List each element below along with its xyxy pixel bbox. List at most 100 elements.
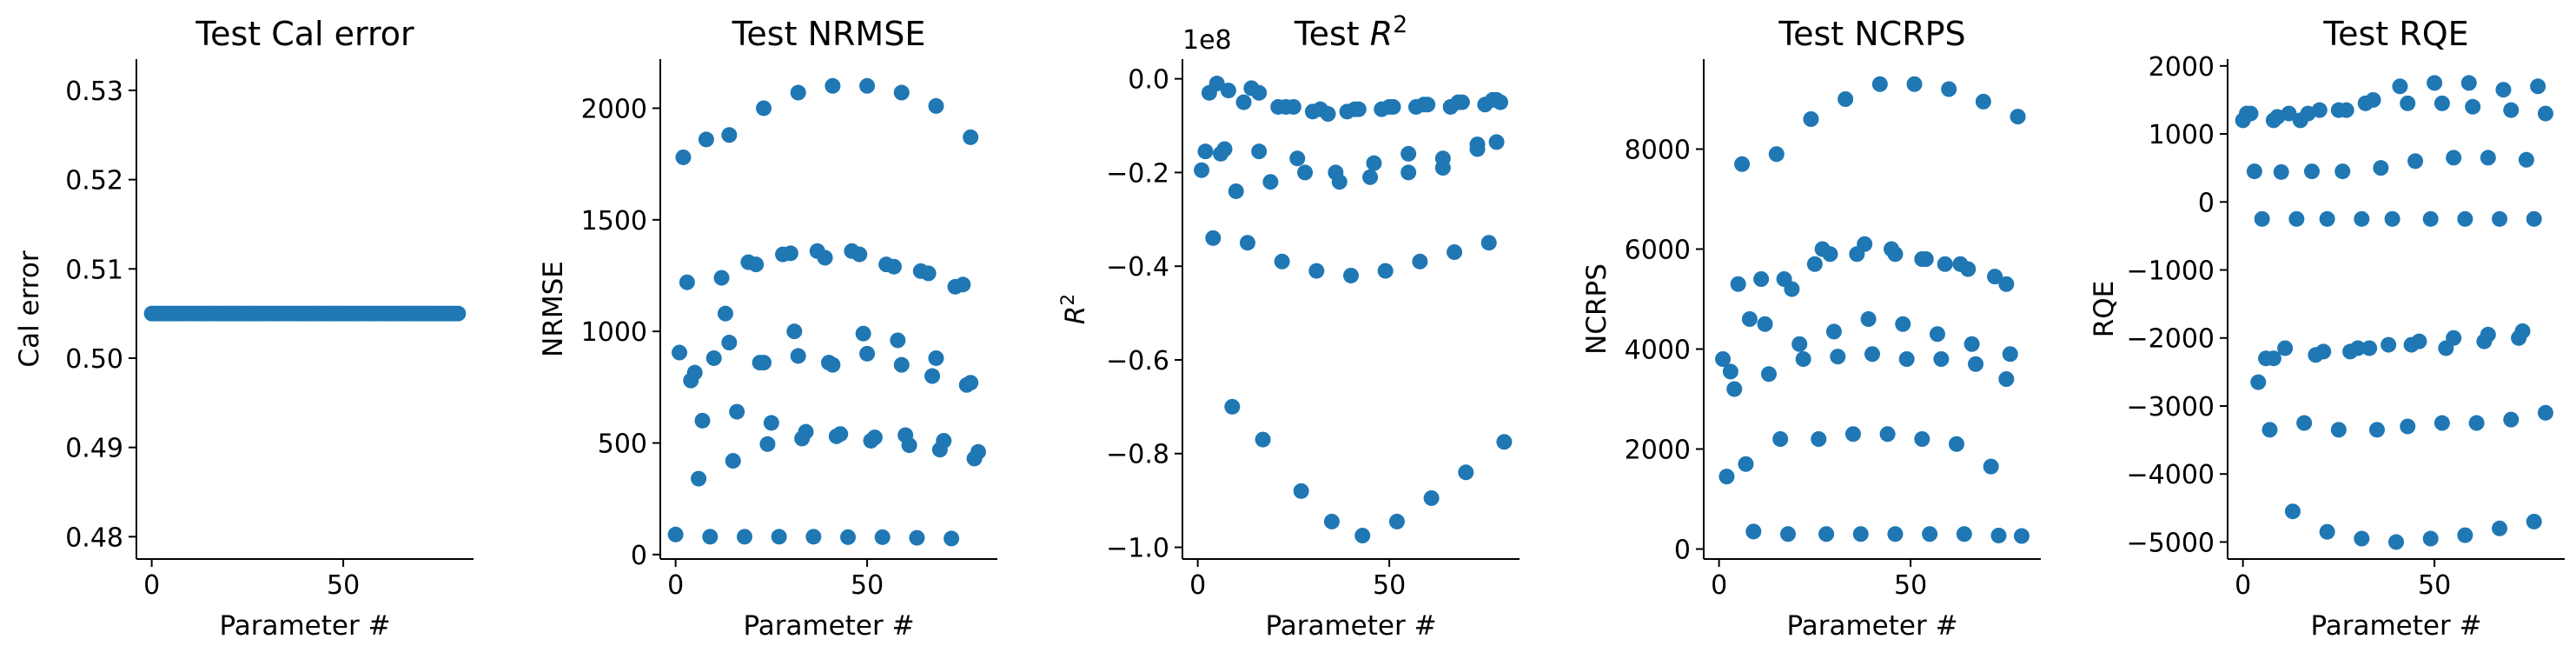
data-point [1963, 336, 1980, 352]
y-tick-label: −0.8 [1106, 440, 1169, 470]
data-point [1308, 263, 1325, 279]
y-tick-label: −5000 [2127, 528, 2215, 558]
y-tick-label: 0.51 [65, 255, 123, 285]
x-axis-label: Parameter # [1265, 610, 1436, 642]
data-point [1401, 164, 1417, 181]
data-point [1423, 489, 1440, 506]
data-point [1262, 174, 1279, 190]
data-point [2460, 75, 2477, 91]
data-point [2446, 150, 2462, 166]
y-tick-label: 8000 [1625, 136, 1691, 166]
data-point [1998, 371, 2015, 387]
data-point [1760, 366, 1777, 383]
data-point [1860, 311, 1877, 327]
y-tick-label: 0.52 [65, 166, 123, 196]
data-point [1297, 164, 1314, 181]
data-point [893, 356, 910, 373]
data-point [1388, 513, 1405, 529]
data-point [694, 412, 711, 429]
y-tick-label: 4000 [1625, 336, 1691, 366]
data-point [759, 436, 776, 452]
data-point [721, 127, 738, 143]
data-point [1354, 528, 1371, 544]
data-point [679, 274, 695, 290]
data-point [944, 530, 960, 547]
data-point [1213, 145, 1229, 162]
data-point [1274, 253, 1290, 270]
data-point [713, 270, 730, 286]
data-point [1447, 244, 1463, 261]
data-point [1753, 271, 1770, 287]
x-tick-label: 50 [1373, 570, 1406, 601]
data-point [1285, 98, 1301, 115]
data-point [2518, 151, 2534, 168]
data-point [790, 84, 806, 101]
data-point [798, 423, 814, 440]
data-point [1871, 76, 1888, 92]
y-tick-label: 0.50 [65, 344, 123, 375]
data-point [698, 131, 714, 148]
data-point [1844, 426, 1861, 443]
x-axis-label: Parameter # [219, 610, 390, 642]
data-point [2319, 210, 2335, 227]
y-tick-label: 0 [631, 541, 647, 571]
data-point [928, 97, 944, 114]
y-axis-label: RQE [2089, 281, 2120, 338]
data-point [729, 403, 745, 420]
data-point [2503, 411, 2520, 428]
data-point [1803, 111, 1819, 127]
x-tick-label: 0 [143, 570, 160, 601]
subplot-1: Test Cal error 0 50 0.48 0.49 0.50 0.51 0.52 0.5… [14, 15, 473, 642]
data-point [1987, 269, 2003, 285]
y-tick-label: −2000 [2127, 324, 2215, 355]
data-point [1806, 256, 1823, 272]
data-point [855, 325, 871, 342]
data-point [2254, 210, 2270, 227]
data-point [1780, 526, 1796, 543]
y-tick-label: 1000 [581, 317, 647, 348]
data-point [1941, 81, 1957, 97]
y-tick-label: −0.4 [1106, 252, 1169, 283]
data-point [1811, 431, 1827, 447]
data-point [832, 426, 849, 443]
data-point [2368, 422, 2385, 438]
data-point [1412, 253, 1428, 270]
data-point [1323, 513, 1340, 529]
data-point [928, 349, 944, 366]
data-point [1420, 97, 1436, 113]
x-tick-label: 0 [1189, 570, 1206, 601]
data-point [1343, 267, 1359, 283]
subplot-4: Test NCRPS 0 50 0 2000 4000 6000 8000 Parameter … [1581, 15, 2041, 642]
data-point [1434, 160, 1451, 176]
data-point [1480, 235, 1497, 251]
data-point [2361, 340, 2378, 356]
data-point [1197, 143, 1214, 160]
data-point [1194, 162, 1210, 178]
data-point [1933, 351, 1950, 367]
data-point [1818, 526, 1835, 543]
data-point [1895, 316, 1911, 332]
data-point [1898, 351, 1915, 367]
data-point [2427, 75, 2443, 91]
data-point [2013, 528, 2030, 544]
data-point [2403, 336, 2420, 353]
y-tick-label: −3000 [2127, 392, 2215, 423]
data-point [2284, 503, 2301, 520]
data-point [790, 348, 806, 364]
data-point [893, 84, 910, 101]
data-point [2308, 347, 2324, 363]
x-tick-label: 50 [2418, 570, 2451, 601]
data-point [2468, 415, 2485, 431]
data-point [702, 529, 718, 545]
data-point [1362, 169, 1379, 185]
data-point [805, 529, 822, 545]
y-tick-label: −4000 [2127, 460, 2215, 490]
x-axis-label: Parameter # [1786, 610, 1957, 642]
data-point [756, 100, 772, 116]
data-point [2365, 91, 2381, 108]
chart-title: Test R2 [1294, 11, 1407, 54]
data-point [1488, 91, 1505, 108]
data-point [1849, 246, 1865, 263]
x-tick-label: 0 [1711, 570, 1727, 601]
